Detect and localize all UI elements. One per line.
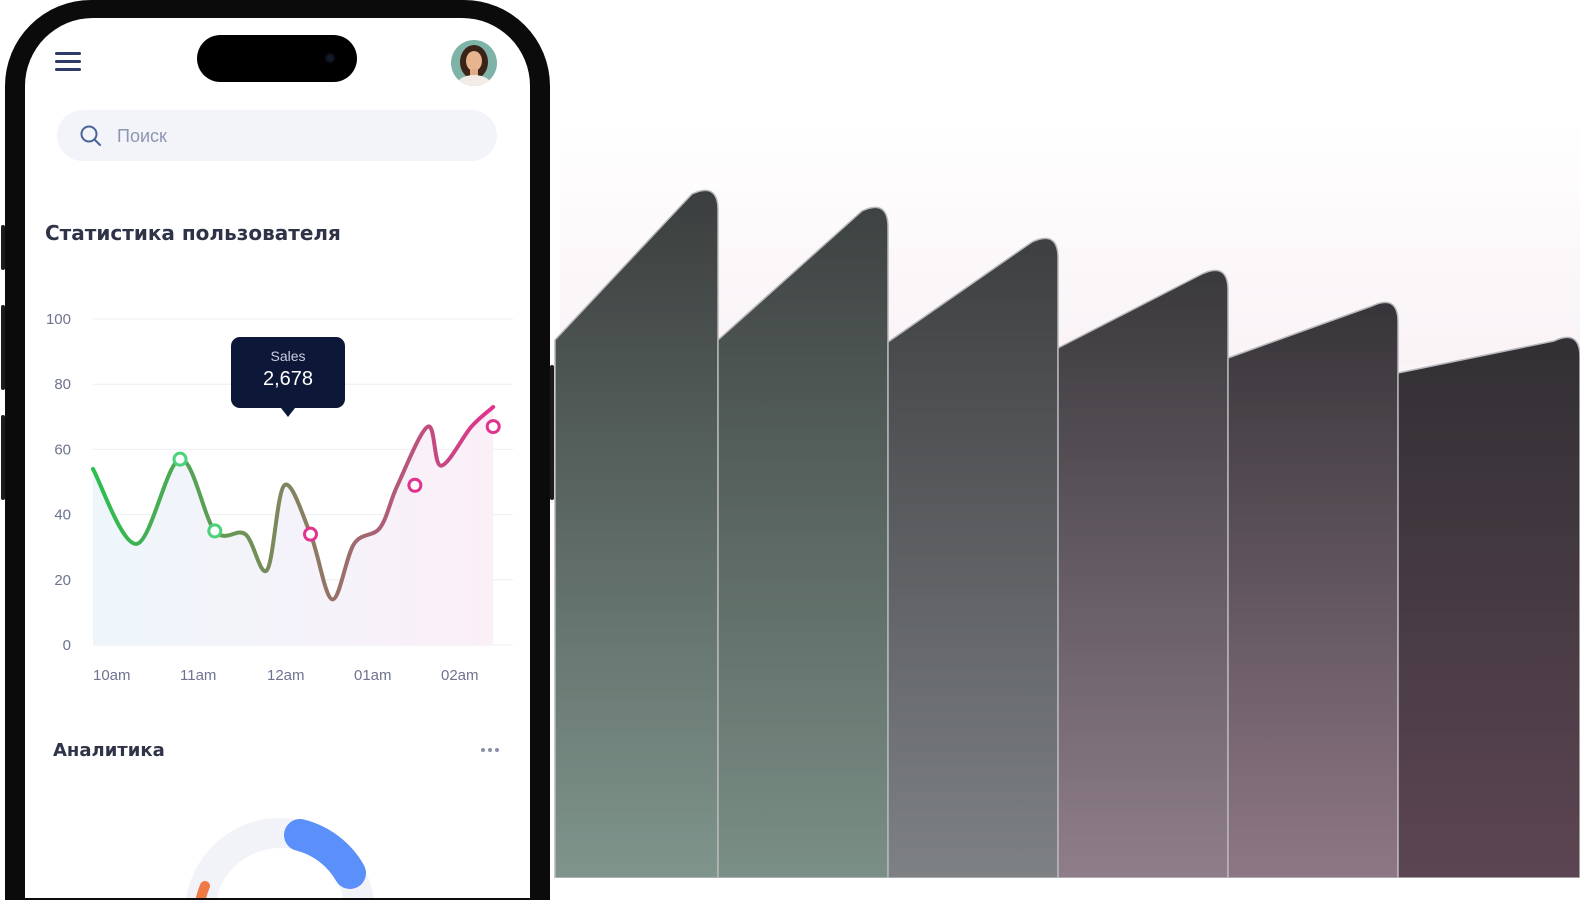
- phone-side-button: [1, 415, 5, 500]
- donut-segment-blue: [284, 819, 366, 889]
- decorative-panel: [1227, 301, 1399, 878]
- data-point-marker[interactable]: [172, 451, 188, 467]
- data-point-marker[interactable]: [407, 477, 423, 493]
- tooltip-label: Sales: [270, 348, 306, 364]
- y-tick-label: 60: [54, 441, 71, 458]
- decorative-panel: [554, 189, 719, 878]
- stats-title: Статистика пользователя: [45, 221, 341, 245]
- decorative-panel: [717, 206, 889, 878]
- hamburger-menu-icon[interactable]: [55, 50, 85, 76]
- decorative-panels: [554, 189, 1580, 878]
- analytics-title: Аналитика: [53, 740, 165, 761]
- x-tick-label: 10am: [93, 667, 131, 684]
- donut-track: [186, 818, 374, 898]
- sales-line-chart: 0 20 40 60 80 100 10am 11am 12am 01am 02am: [46, 311, 513, 684]
- avatar[interactable]: [451, 40, 497, 86]
- decorative-panel: [1397, 336, 1580, 878]
- y-tick-label: 80: [54, 376, 71, 393]
- phone-side-button: [1, 305, 5, 390]
- more-horizontal-icon[interactable]: [481, 746, 505, 756]
- data-point-marker[interactable]: [303, 526, 318, 542]
- x-tick-label: 01am: [354, 667, 392, 684]
- search-bar[interactable]: [57, 110, 497, 163]
- dynamic-island: [197, 35, 357, 82]
- decorative-panel: [887, 237, 1059, 878]
- data-point-marker[interactable]: [485, 419, 501, 435]
- x-tick-label: 12am: [267, 667, 305, 684]
- y-tick-label: 0: [63, 637, 71, 654]
- phone-frame: Статистика пользователя 0 20 40 60 80 100 10am…: [1, 0, 554, 900]
- y-tick-label: 40: [54, 507, 71, 524]
- search-icon: [80, 125, 101, 146]
- x-tick-label: 02am: [441, 667, 479, 684]
- phone-screen: Статистика пользователя 0 20 40 60 80 100 10am…: [25, 18, 530, 898]
- decorative-panel: [1057, 269, 1229, 878]
- y-tick-label: 20: [54, 572, 71, 589]
- tooltip-value: 2,678: [262, 368, 314, 390]
- y-tick-label: 100: [46, 311, 71, 328]
- data-point-marker[interactable]: [207, 523, 223, 539]
- phone-side-button: [1, 225, 5, 270]
- chart-tooltip: Sales 2,678: [231, 337, 345, 417]
- search-input[interactable]: [115, 110, 479, 163]
- analytics-donut-chart: [186, 818, 374, 898]
- avatar-image: [451, 40, 497, 86]
- donut-segment-orange: [196, 881, 210, 898]
- camera-icon: [325, 53, 335, 63]
- x-tick-label: 11am: [180, 667, 216, 684]
- chart-area-fill: [93, 407, 494, 645]
- phone-side-button: [550, 365, 554, 500]
